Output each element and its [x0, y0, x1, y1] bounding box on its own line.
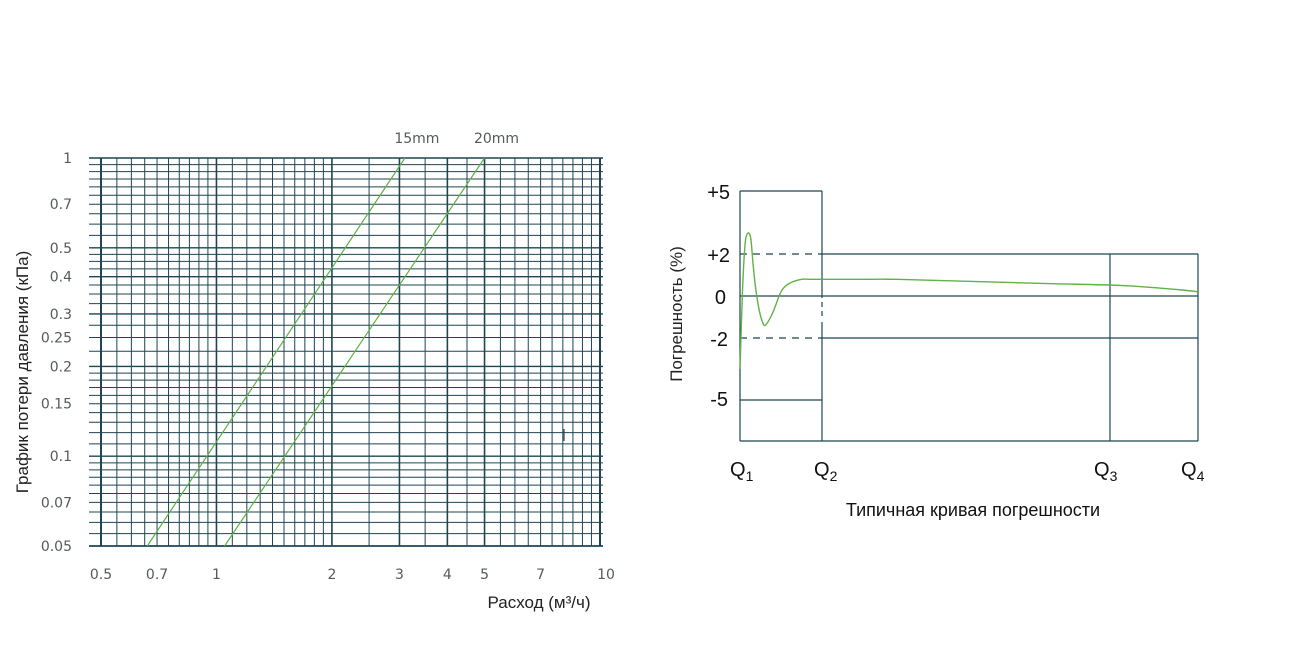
error-x-tick-q3: Q3: [1094, 459, 1118, 484]
pressure-loss-grid: [89, 157, 603, 547]
error-x-tick-q1: Q1: [730, 459, 754, 484]
error-chart-caption: Типичная кривая погрешности: [846, 500, 1100, 520]
error-curve-frame: [739, 190, 1199, 442]
error-curve-line: [739, 232, 1199, 369]
x-tick-label: 1: [212, 567, 221, 583]
y-tick-label: 0.25: [41, 331, 72, 347]
x-tick-label: 0.7: [146, 567, 168, 583]
series-line-20mm: [224, 157, 486, 547]
x-tick-label: 5: [480, 567, 489, 583]
q1-sub: 1: [746, 468, 754, 484]
q3-sub: 3: [1110, 468, 1118, 484]
y-tick-label: 0.4: [50, 270, 72, 286]
y-tick-label: 0.3: [50, 307, 72, 323]
series-label-15mm: 15mm: [394, 131, 439, 147]
x-tick-label: 4: [443, 567, 452, 583]
error-y-axis-label: Погрешность (%): [667, 246, 686, 382]
pressure-loss-y-ticks: 1 0.7 0.5 0.4 0.3 0.25 0.2 0.15 0.1 0.07 0.05: [41, 151, 72, 555]
y-tick-label: 0.7: [50, 197, 72, 213]
y-tick-label: 0.05: [41, 539, 72, 555]
error-y-tick-minus2: -2: [710, 329, 728, 351]
error-y-tick-zero: 0: [715, 287, 726, 309]
pressure-loss-x-ticks: 0.5 0.7 1 2 3 4 5 7 10: [90, 567, 615, 583]
x-tick-label: 7: [536, 567, 545, 583]
y-tick-label: 0.5: [50, 241, 72, 257]
series-line-15mm: [146, 157, 406, 547]
pressure-loss-x-axis-label: Расход (м³/ч): [487, 593, 590, 612]
y-tick-label: 0.07: [41, 495, 72, 511]
pressure-loss-chart: 0.5 0.7 1 2 3 4 5 7 10 1 0.7 0.5 0.4 0.3 0.25 0.2 0.15 0…: [13, 131, 615, 612]
q4-sub: 4: [1197, 468, 1205, 484]
error-curve-chart: +5 +2 0 -2 -5 Погрешность (%) Q1 Q2 Q3 Q…: [667, 182, 1205, 520]
error-y-tick-plus2: +2: [707, 245, 730, 267]
y-tick-label: 1: [63, 151, 72, 167]
error-x-tick-q2: Q2: [814, 459, 838, 484]
error-y-tick-minus5: -5: [710, 389, 728, 411]
y-tick-label: 0.1: [50, 449, 72, 465]
pressure-loss-series: 15mm 20mm: [146, 131, 519, 547]
q2-sub: 2: [830, 468, 838, 484]
q3-main: Q: [1094, 459, 1110, 481]
x-tick-label: 3: [395, 567, 404, 583]
x-tick-label: 0.5: [90, 567, 112, 583]
q1-main: Q: [730, 459, 746, 481]
q4-main: Q: [1181, 459, 1197, 481]
series-label-20mm: 20mm: [474, 131, 519, 147]
y-tick-label: 0.2: [50, 359, 72, 375]
x-tick-label: 10: [597, 567, 615, 583]
error-x-tick-q4: Q4: [1181, 459, 1205, 484]
error-y-tick-plus5: +5: [707, 182, 730, 204]
q2-main: Q: [814, 459, 830, 481]
pressure-loss-y-axis-label: График потери давления (кПа): [13, 251, 32, 493]
y-tick-label: 0.15: [41, 397, 72, 413]
x-tick-label: 2: [327, 567, 336, 583]
